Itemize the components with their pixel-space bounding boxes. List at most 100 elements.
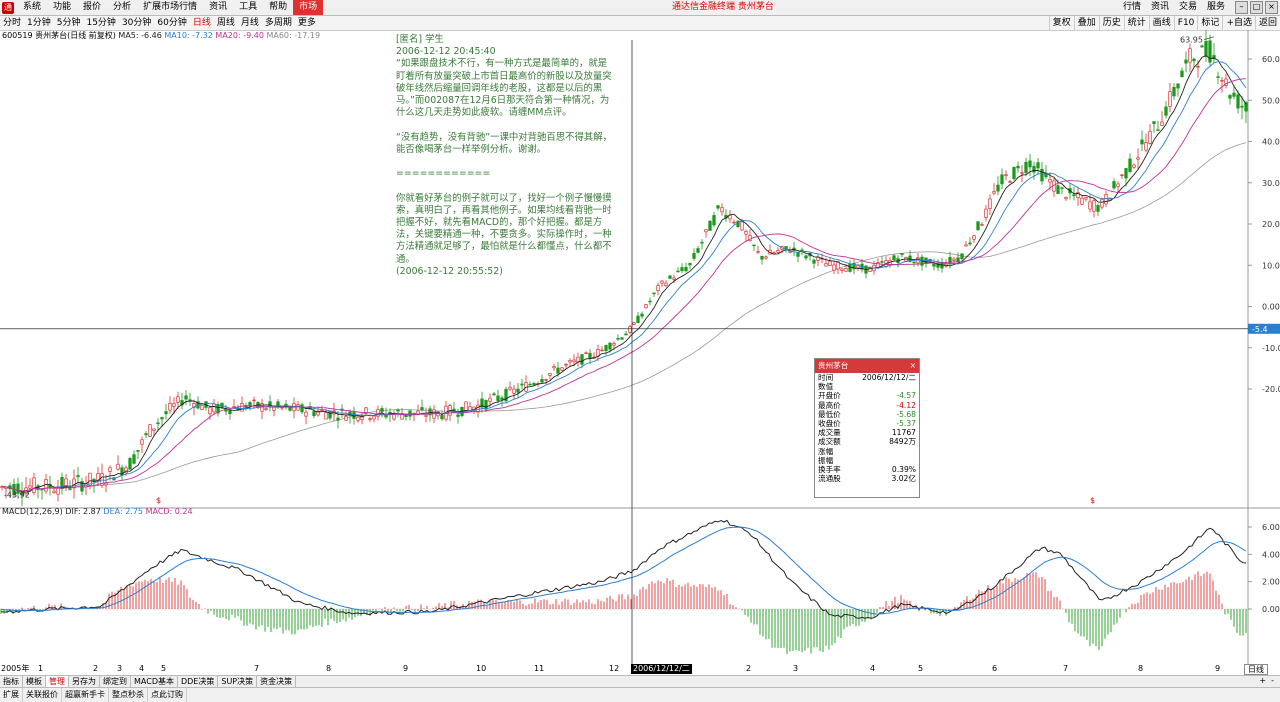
info-value [852, 456, 916, 465]
zoom-in-icon[interactable]: + [1259, 676, 1267, 685]
period-more[interactable]: 更多 [297, 18, 316, 28]
period-1min[interactable]: 1分钟 [27, 18, 51, 28]
period-weekly[interactable]: 周线 [216, 18, 235, 28]
candle-body [440, 414, 444, 420]
month-label: 5 [161, 664, 167, 673]
period-5min[interactable]: 5分钟 [56, 18, 81, 28]
kline-chart[interactable]: 60.00 50.00 40.00 30.00 20.00 10.00 0.00 -10.00… [0, 30, 1280, 664]
candle-body [1156, 129, 1160, 131]
info-row: 数值 [815, 382, 919, 391]
status-card[interactable]: 超赢新手卡 [62, 688, 109, 702]
right-menu-trade[interactable]: 交易 [1178, 2, 1197, 12]
draw-button[interactable]: 画线 [1148, 16, 1174, 30]
tab-indicator[interactable]: 指标 [0, 676, 23, 687]
candle-body [1048, 178, 1052, 183]
info-row: 最高价 -4.12 [815, 401, 919, 410]
candle-body [496, 395, 500, 401]
candle-body [424, 414, 428, 417]
candle-body [152, 428, 156, 431]
menu-item-tools[interactable]: 工具 [239, 2, 258, 12]
adjust-button[interactable]: 复权 [1048, 16, 1074, 30]
tab-template[interactable]: 模板 [23, 676, 46, 687]
period-60min[interactable]: 60分钟 [157, 18, 187, 28]
window-title: 通达信金融终端 贵州茅台 [672, 2, 774, 12]
status-order[interactable]: 点此订购 [148, 688, 187, 702]
candle-body [160, 417, 164, 420]
restore-icon[interactable]: □ [1250, 1, 1263, 14]
candle-body [740, 221, 744, 231]
close-icon[interactable]: × [1265, 1, 1278, 14]
f10-button[interactable]: F10 [1173, 16, 1198, 30]
candle-body [604, 345, 608, 352]
candle-body [376, 409, 380, 417]
candle-body [568, 360, 572, 363]
menu-item-news[interactable]: 资讯 [209, 2, 228, 12]
mark-button[interactable]: 标记 [1197, 16, 1222, 30]
right-menu-news[interactable]: 资讯 [1150, 2, 1169, 12]
period-multi[interactable]: 多周期 [264, 18, 292, 28]
dea-label: DEA: 2.75 [103, 507, 144, 516]
back-button[interactable]: 返回 [1254, 16, 1280, 30]
tab-dde[interactable]: DDE决策 [178, 676, 219, 687]
candle-body [216, 404, 220, 414]
candle-body [1120, 174, 1124, 177]
zoom-out-icon[interactable]: - [1271, 676, 1274, 685]
candle-body [688, 263, 692, 266]
candle-body [552, 366, 556, 369]
menu-item-analysis[interactable]: 分析 [113, 2, 132, 12]
menu-item-help[interactable]: 帮助 [269, 2, 288, 12]
candle-body [148, 424, 152, 437]
stats-button[interactable]: 统计 [1123, 16, 1149, 30]
candle-body [520, 383, 524, 386]
menu-item-extended-market[interactable]: 扩展市场行情 [143, 2, 198, 12]
minimize-icon[interactable]: – [1235, 1, 1248, 14]
cursor-date-label: 2006/12/12/二 [631, 664, 692, 674]
status-flash[interactable]: 整点秒杀 [109, 688, 148, 702]
candle-body [1032, 165, 1036, 173]
menu-item-function[interactable]: 功能 [53, 2, 72, 12]
candle-body [328, 410, 332, 419]
month-label: 12 [609, 664, 620, 673]
candle-body [752, 244, 756, 247]
period-30min[interactable]: 30分钟 [121, 18, 152, 28]
tab-save-as[interactable]: 另存为 [69, 676, 100, 687]
period-monthly[interactable]: 月线 [240, 18, 259, 28]
candle-body [1136, 157, 1140, 160]
info-row: 涨幅 [815, 447, 919, 456]
candle-body [840, 268, 844, 271]
candle-body [248, 402, 252, 406]
right-menu-service[interactable]: 服务 [1206, 2, 1225, 12]
tab-macd-basic[interactable]: MACD基本 [131, 676, 178, 687]
candle-body [372, 415, 376, 420]
info-value: -5.68 [896, 409, 916, 419]
candle-body [912, 261, 916, 264]
macd-legend: MACD(12,26,9) DIF: 2.87 DEA: 2.75 MACD: … [2, 507, 193, 517]
tab-manage[interactable]: 管理 [46, 676, 69, 687]
candle-body [980, 224, 984, 226]
history-button[interactable]: 历史 [1098, 16, 1124, 30]
candle-body [1208, 40, 1212, 63]
close-icon[interactable]: × [909, 361, 916, 370]
period-15min[interactable]: 15分钟 [86, 18, 116, 28]
candle-body [584, 352, 588, 355]
menu-item-quote[interactable]: 报价 [83, 2, 102, 12]
tab-bind[interactable]: 绑定到 [100, 676, 131, 687]
candle-body [892, 255, 896, 261]
tab-sup[interactable]: SUP决策 [218, 676, 258, 687]
candle-body [900, 253, 904, 255]
menu-item-system[interactable]: 系统 [23, 2, 42, 12]
period-intraday[interactable]: 分时 [3, 18, 22, 28]
candle-body [600, 349, 604, 352]
month-label: 9 [403, 664, 409, 673]
status-linked-quote[interactable]: 关联报价 [23, 688, 62, 702]
comment-overlay: [匿名] 学生 2006-12-12 20:45:40 “如果跟盘技术不行，有一种… [396, 34, 616, 278]
candle-body [1084, 197, 1088, 200]
period-daily[interactable]: 日线 [192, 18, 211, 28]
status-expand[interactable]: 扩展 [0, 688, 23, 702]
tab-fund[interactable]: 资金决策 [257, 676, 297, 687]
add-watchlist-button[interactable]: +自选 [1222, 16, 1255, 30]
right-menu-quote[interactable]: 行情 [1122, 2, 1141, 12]
candle-body [1088, 201, 1092, 210]
overlay-button[interactable]: 叠加 [1073, 16, 1099, 30]
menu-item-market[interactable]: 市场 [293, 0, 324, 15]
